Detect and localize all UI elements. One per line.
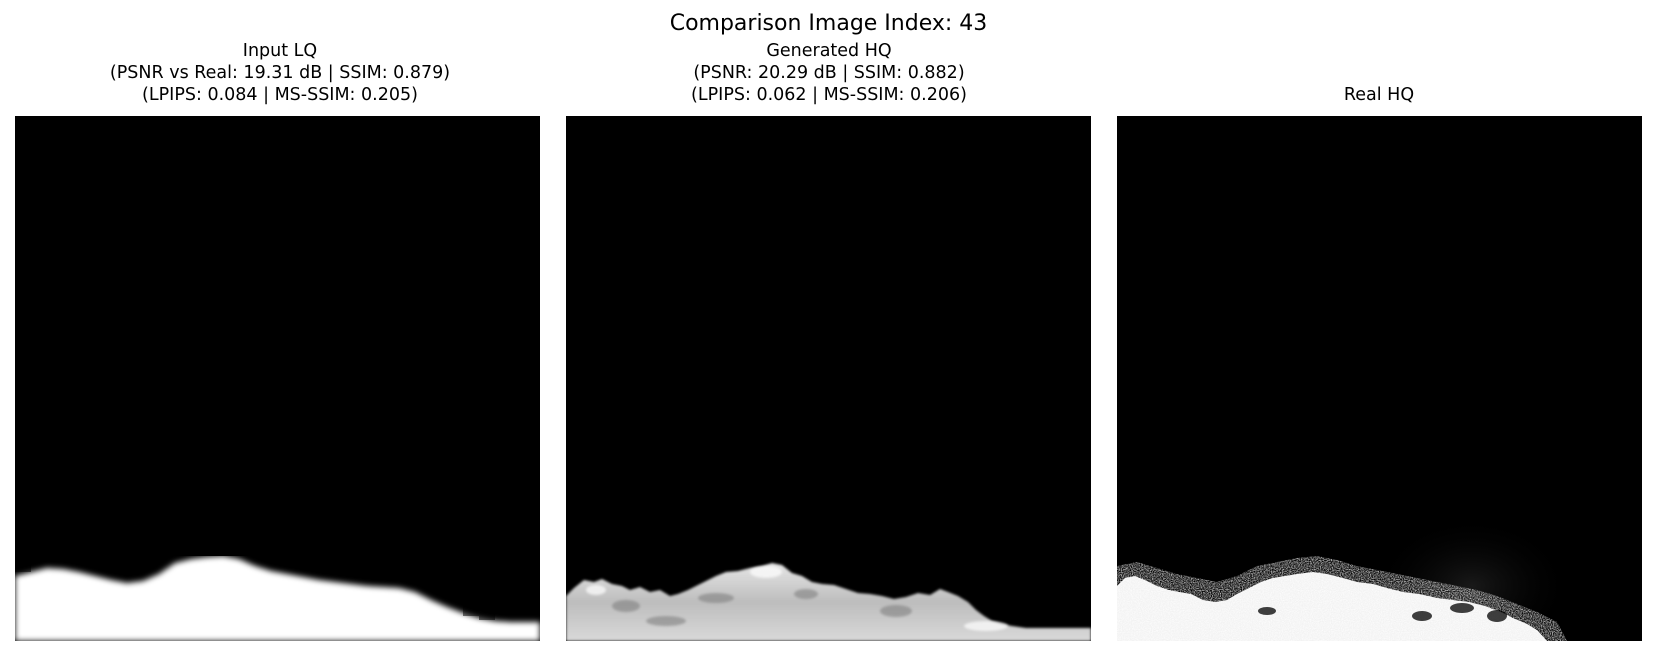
panel-title-real-hq: Real HQ (1099, 84, 1657, 106)
input-lq-render (15, 116, 540, 641)
panel-title-line: (LPIPS: 0.084 | MS-SSIM: 0.205) (142, 85, 418, 105)
real-cloud-grain (1117, 556, 1567, 641)
panel-title-line: Real HQ (1343, 85, 1415, 105)
panel-title-line: (LPIPS: 0.062 | MS-SSIM: 0.206) (691, 85, 967, 105)
generated-cloud (566, 563, 1091, 641)
input-lq-image (15, 116, 540, 641)
panel-title-input-lq: Input LQ (PSNR vs Real: 19.31 dB | SSIM:… (0, 40, 560, 106)
generated-hq-image (566, 116, 1091, 641)
figure-title: Comparison Image Index: 43 (669, 11, 988, 36)
lq-white-region (15, 556, 540, 641)
panel-title-line: (PSNR: 20.29 dB | SSIM: 0.882) (693, 63, 965, 83)
panel-title-line: (PSNR vs Real: 19.31 dB | SSIM: 0.879) (109, 63, 451, 83)
real-hq-image (1117, 116, 1642, 641)
real-hq-render (1117, 116, 1642, 641)
panel-title-line: Input LQ (242, 41, 318, 61)
panel-title-line: Generated HQ (766, 41, 892, 61)
generated-hq-render (566, 116, 1091, 641)
panel-title-generated-hq: Generated HQ (PSNR: 20.29 dB | SSIM: 0.8… (549, 40, 1109, 106)
